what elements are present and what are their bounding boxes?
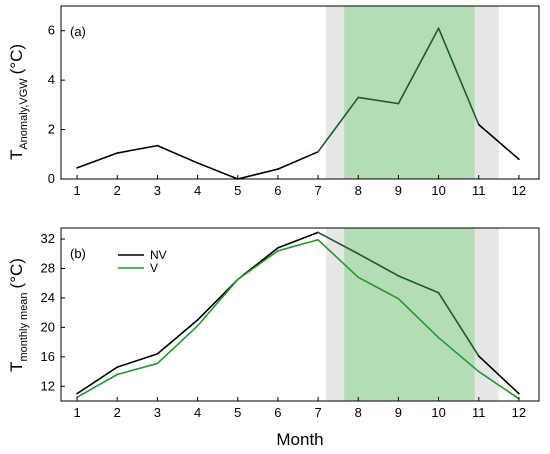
line-segment-v: [477, 370, 520, 400]
x-tick-label: 12: [512, 405, 526, 420]
line-segment-series-0: [277, 151, 319, 170]
x-tick-label: 5: [234, 183, 241, 198]
line-segment-nv: [116, 353, 159, 368]
panel-label: (b): [70, 246, 86, 261]
x-tick-label: 6: [274, 183, 281, 198]
line-segment-series-0: [317, 96, 360, 153]
line-segment-nv: [76, 366, 119, 395]
y-tick-label: 2: [48, 122, 55, 137]
line-segment-nv: [317, 231, 360, 255]
x-axis-label: Month: [276, 430, 323, 449]
y-tick-label: 20: [41, 319, 55, 334]
x-tick-label: 8: [355, 183, 362, 198]
line-segment-nv: [277, 231, 319, 249]
x-tick-label: 7: [314, 405, 321, 420]
x-tick-label: 1: [73, 183, 80, 198]
line-segment-v: [397, 297, 440, 339]
y-tick-label: 6: [48, 23, 55, 38]
y-axis-ticks: 0 2 4 6: [48, 23, 65, 186]
line-segment-nv: [437, 291, 480, 357]
x-tick-label: 7: [314, 183, 321, 198]
x-tick-label: 5: [234, 405, 241, 420]
x-tick-label: 2: [114, 183, 121, 198]
x-tick-label: 3: [154, 405, 161, 420]
line-segment-v: [196, 278, 239, 327]
line-segment-series-0: [76, 152, 119, 169]
line-segment-v: [116, 362, 159, 376]
green-band: [344, 6, 475, 179]
series-lines: [76, 27, 520, 180]
x-tick-label: 2: [114, 405, 121, 420]
line-segment-v: [317, 238, 360, 279]
plot-frame: [60, 5, 540, 180]
y-axis-label: TAnomaly,VGW (°C): [7, 44, 30, 160]
line-segment-series-0: [196, 162, 239, 180]
x-tick-label: 9: [395, 405, 402, 420]
x-tick-label: 11: [472, 183, 486, 198]
line-segment-v: [437, 336, 480, 373]
y-axis-label: Tmonthly mean (°C): [7, 258, 30, 372]
highlight-bands: [326, 6, 499, 179]
x-tick-label: 6: [274, 405, 281, 420]
line-segment-series-0: [477, 123, 520, 161]
line-segment-nv: [397, 275, 440, 294]
x-tick-label: 4: [194, 183, 201, 198]
panel-label: (a): [70, 24, 86, 39]
x-tick-label: 12: [512, 183, 526, 198]
plot-frame: [60, 227, 540, 402]
line-segment-nv: [156, 319, 199, 355]
y-tick-label: 0: [48, 171, 55, 186]
y-axis-label-main: T: [7, 362, 26, 372]
y-axis-label-main: T: [7, 150, 26, 160]
x-tick-label: 3: [154, 183, 161, 198]
y-axis-label-sub: monthly mean: [18, 292, 30, 361]
series-lines: [76, 231, 520, 400]
x-tick-label: 11: [472, 405, 486, 420]
y-tick-label: 16: [41, 349, 55, 364]
y-axis-label-unit: (°C): [7, 258, 26, 288]
highlight-bands: [326, 228, 499, 401]
x-tick-label: 4: [194, 405, 201, 420]
y-axis-label-sub: Anomaly,VGW: [18, 78, 30, 150]
line-segment-series-0: [397, 27, 440, 105]
x-tick-label: 9: [395, 183, 402, 198]
y-tick-label: 28: [41, 260, 55, 275]
y-tick-label: 4: [48, 72, 55, 87]
line-segment-series-0: [437, 27, 480, 126]
y-axis-ticks: 12 16 20 24 28 32: [41, 231, 65, 393]
green-band: [344, 228, 475, 401]
x-tick-label: 10: [431, 405, 445, 420]
line-segment-v: [236, 250, 279, 281]
y-tick-label: 32: [41, 231, 55, 246]
line-segment-nv: [357, 252, 400, 277]
line-segment-v: [277, 238, 319, 252]
legend-label-v: V: [150, 261, 158, 275]
line-segment-nv: [477, 355, 520, 395]
legend: NV V: [118, 248, 167, 275]
line-segment-v: [357, 276, 400, 300]
line-segment-series-0: [116, 144, 159, 154]
x-tick-label: 1: [73, 405, 80, 420]
y-tick-label: 12: [41, 378, 55, 393]
line-segment-v: [76, 373, 119, 399]
y-tick-label: 24: [41, 290, 55, 305]
line-segment-series-0: [156, 144, 199, 164]
y-axis-label-unit: (°C): [7, 44, 26, 74]
line-segment-series-0: [357, 96, 400, 105]
x-tick-label: 8: [355, 405, 362, 420]
line-segment-v: [156, 325, 199, 365]
x-axis-ticks: 1 2 3 4 5 6 7 8 9 10 11 12: [73, 397, 526, 420]
legend-label-nv: NV: [150, 248, 167, 262]
line-segment-series-0: [236, 168, 279, 180]
x-tick-label: 10: [431, 183, 445, 198]
x-axis-ticks: 1 2 3 4 5 6 7 8 9 10 11 12: [73, 175, 526, 198]
